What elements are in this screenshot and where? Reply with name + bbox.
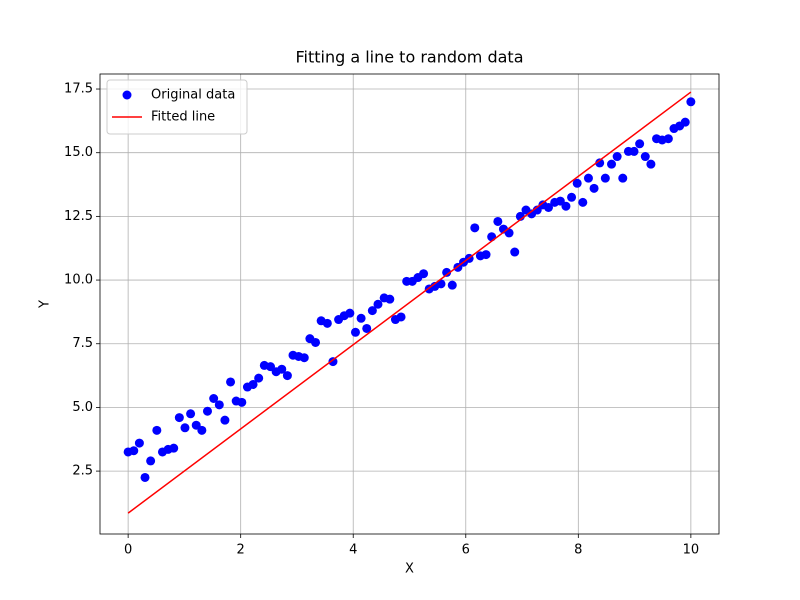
data-point [180,423,190,433]
y-tick-label: 2.5 [72,464,93,479]
data-point [350,327,360,337]
data-point [646,159,656,169]
data-point [493,216,503,226]
data-point [152,425,162,435]
data-point [572,178,582,188]
data-point [134,438,144,448]
data-point [510,247,520,257]
chart-title: Fitting a line to random data [295,48,523,67]
data-point [322,318,332,328]
data-point [470,223,480,233]
data-point [686,97,696,107]
legend-marker [122,90,132,100]
data-point [567,192,577,202]
data-point [578,197,588,207]
x-tick-label: 4 [349,543,357,558]
data-point [583,173,593,183]
data-point [618,173,628,183]
x-tick-label: 8 [574,543,582,558]
x-tick-label: 2 [237,543,245,558]
data-point [442,267,452,277]
data-point [129,446,139,456]
data-point [282,371,292,381]
legend-label: Original data [151,88,235,103]
data-point [311,337,321,347]
y-tick-label: 10.0 [64,273,93,288]
data-point [237,397,247,407]
data-point [214,400,224,410]
data-point [612,152,622,162]
data-point [589,183,599,193]
x-tick-label: 6 [462,543,470,558]
data-point [202,406,212,416]
data-point [447,280,457,290]
data-point [396,312,406,322]
data-point [385,294,395,304]
data-point [174,413,184,423]
data-point [220,415,230,425]
legend-label: Fitted line [151,110,215,125]
data-point [197,425,207,435]
data-point [209,393,219,403]
data-point [419,269,429,279]
data-point [186,409,196,419]
axes-frame [99,73,720,535]
data-point [140,472,150,482]
x-tick-label: 0 [124,543,132,558]
y-tick-label: 5.0 [72,400,93,415]
data-point [299,353,309,363]
data-point [481,250,491,260]
data-point [277,364,287,374]
data-point [600,173,610,183]
data-point [561,201,571,211]
data-point [248,379,258,389]
y-tick-label: 12.5 [64,209,93,224]
data-point [629,146,639,156]
y-axis-label: Y [38,300,53,309]
data-point [169,443,179,453]
data-point [367,306,377,316]
data-point [345,308,355,318]
data-point [487,232,497,242]
x-axis-label: X [405,562,414,577]
data-point [595,158,605,168]
y-tick-label: 17.5 [64,82,93,97]
legend-box [106,79,248,135]
data-point [146,456,156,466]
data-point [607,159,617,169]
fitted-line [127,91,692,514]
x-tick-label: 10 [683,543,700,558]
data-point [640,152,650,162]
data-point [328,357,338,367]
data-point [254,373,264,383]
y-tick-label: 7.5 [72,336,93,351]
data-point [373,299,383,309]
data-point [226,377,236,387]
data-point [680,117,690,127]
y-tick-label: 15.0 [64,145,93,160]
data-point [663,134,673,144]
data-point [356,313,366,323]
data-point [635,139,645,149]
data-point [362,323,372,333]
data-point [543,202,553,212]
